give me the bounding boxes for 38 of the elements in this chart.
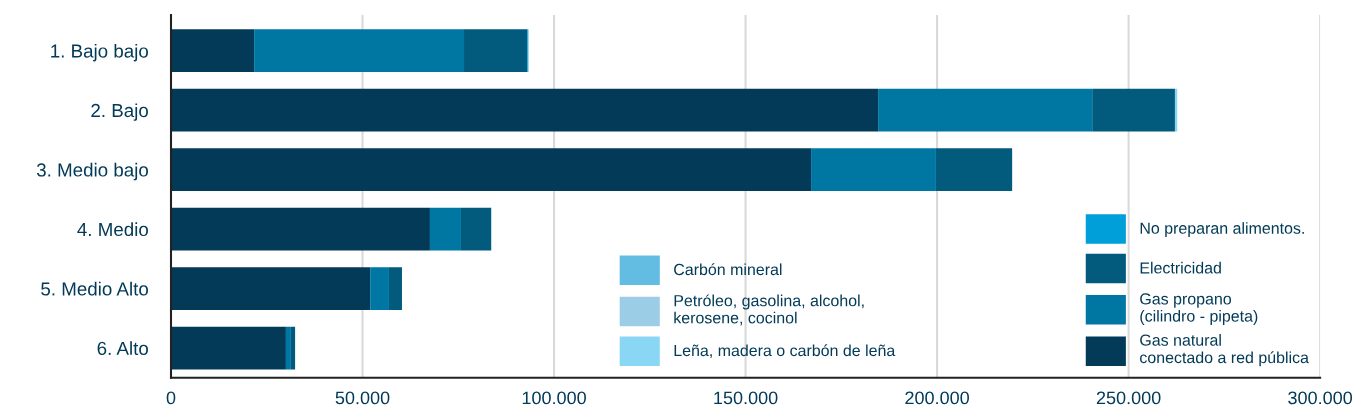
legend-label: Carbón mineral: [674, 263, 782, 276]
bar: [1092, 88, 1175, 132]
bar: [811, 148, 936, 192]
x-tick-label: 300.000: [1288, 391, 1353, 405]
bar: [370, 267, 389, 310]
x-tick-label: 250.000: [1096, 391, 1161, 405]
bar: [388, 267, 402, 310]
legend-label: Leña, madera o carbón de leña: [674, 344, 896, 359]
bar: [254, 29, 465, 73]
bar: [464, 29, 528, 73]
bar: [171, 267, 371, 310]
y-tick-label: 6. Alto: [97, 341, 148, 356]
y-tick-label: 5. Medio Alto: [41, 281, 148, 296]
bar: [429, 207, 461, 251]
legend-label: Electricidad: [1140, 261, 1221, 274]
y-tick-label: 1. Bajo bajo: [51, 43, 148, 62]
y-tick-label: 2. Bajo: [91, 103, 148, 121]
y-tick-label: 4. Medio: [77, 222, 148, 237]
bar: [171, 88, 879, 132]
x-tick-label: 50.000: [335, 391, 390, 405]
bar: [290, 326, 296, 370]
y-tick-label: 3. Medio bajo: [36, 162, 148, 181]
bar: [171, 148, 812, 192]
bar: [285, 326, 291, 370]
x-tick-label: 150.000: [714, 391, 778, 405]
bar: [171, 29, 255, 73]
legend-label: Petróleo, gasolina, alcohol, kerosene, cocinol: [674, 294, 864, 326]
legend-label: Gas natural conectado a red pública: [1140, 334, 1309, 367]
bar: [171, 207, 430, 251]
x-tick-label: 0: [166, 391, 176, 405]
bar: [460, 207, 492, 251]
bar: [171, 326, 286, 370]
x-tick-label: 200.000: [905, 391, 970, 405]
bar: [935, 148, 1013, 192]
legend-label: Gas propano (cilindro - pipeta): [1140, 293, 1258, 325]
legend-label: No preparan alimentos.: [1140, 222, 1304, 238]
x-tick-label: 100.000: [522, 391, 586, 405]
bar: [878, 88, 1093, 132]
